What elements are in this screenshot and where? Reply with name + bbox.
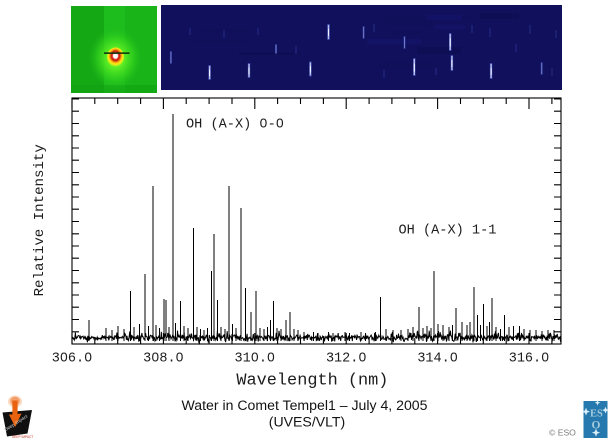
svg-text:308.0: 308.0 bbox=[143, 352, 184, 367]
svg-text:(UVES/VLT): (UVES/VLT) bbox=[269, 414, 345, 430]
svg-text:© ESO: © ESO bbox=[549, 427, 576, 437]
svg-text:Water in Comet Tempel1 – July: Water in Comet Tempel1 – July 4, 2005 bbox=[182, 397, 428, 413]
svg-text:314.0: 314.0 bbox=[417, 352, 458, 367]
svg-text:Wavelength (nm): Wavelength (nm) bbox=[236, 372, 388, 391]
svg-text:DEEP IMPACT: DEEP IMPACT bbox=[12, 435, 33, 438]
svg-text:OH (A-X) 0-0: OH (A-X) 0-0 bbox=[186, 118, 284, 133]
svg-text:O: O bbox=[592, 420, 601, 432]
svg-text:310.0: 310.0 bbox=[235, 352, 276, 367]
svg-text:306.0: 306.0 bbox=[52, 352, 93, 367]
svg-text:OH (A-X) 1-1: OH (A-X) 1-1 bbox=[399, 224, 497, 239]
svg-text:316.0: 316.0 bbox=[509, 352, 550, 367]
svg-text:312.0: 312.0 bbox=[326, 352, 367, 367]
svg-text:Relative Intensity: Relative Intensity bbox=[32, 144, 48, 296]
svg-text:ES: ES bbox=[590, 409, 603, 420]
